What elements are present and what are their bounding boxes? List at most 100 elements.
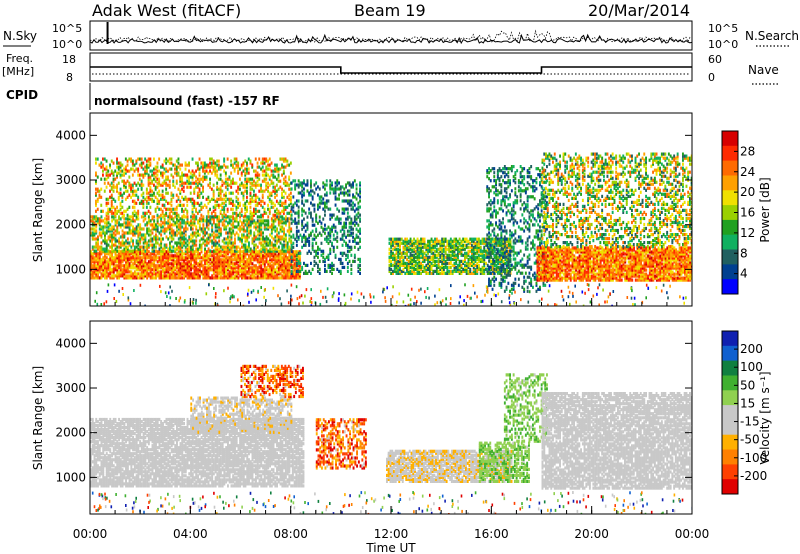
data-cell bbox=[352, 181, 354, 184]
data-cell bbox=[146, 262, 148, 265]
data-cell bbox=[188, 221, 190, 224]
data-cell bbox=[102, 174, 104, 177]
data-cell bbox=[176, 166, 178, 169]
data-cell bbox=[273, 244, 275, 247]
data-cell bbox=[216, 241, 218, 244]
data-cell bbox=[176, 276, 178, 279]
data-cell bbox=[296, 199, 298, 202]
data-cell bbox=[257, 184, 259, 187]
data-cell bbox=[229, 176, 231, 179]
data-cell bbox=[266, 223, 268, 226]
data-cell bbox=[236, 212, 238, 215]
data-cell bbox=[241, 182, 243, 185]
data-cell bbox=[190, 186, 192, 189]
data-cell bbox=[192, 208, 194, 211]
data-cell bbox=[357, 242, 359, 245]
data-cell bbox=[390, 250, 392, 253]
data-cell bbox=[185, 237, 187, 240]
data-cell bbox=[122, 250, 124, 253]
data-cell bbox=[213, 231, 215, 234]
data-cell bbox=[157, 182, 159, 185]
data-cell bbox=[436, 238, 438, 241]
data-cell bbox=[401, 238, 403, 241]
data-cell bbox=[151, 170, 153, 173]
data-cell bbox=[246, 215, 248, 218]
data-cell bbox=[157, 178, 159, 181]
data-cell bbox=[144, 250, 146, 253]
data-cell bbox=[218, 198, 220, 201]
data-cell bbox=[438, 240, 440, 243]
data-cell bbox=[448, 254, 450, 257]
data-cell bbox=[234, 250, 236, 253]
data-cell bbox=[164, 168, 166, 171]
data-cell bbox=[343, 230, 345, 233]
data-cell bbox=[185, 168, 187, 171]
data-cell bbox=[114, 208, 116, 211]
data-cell bbox=[246, 258, 248, 261]
data-cell bbox=[136, 246, 138, 249]
data-cell bbox=[160, 166, 162, 169]
data-cell bbox=[107, 170, 109, 173]
data-cell bbox=[264, 174, 266, 177]
data-cell bbox=[190, 192, 192, 195]
data-cell bbox=[188, 198, 190, 201]
data-cell bbox=[134, 214, 136, 217]
data-cell bbox=[350, 199, 352, 202]
data-cell bbox=[195, 266, 197, 269]
data-cell bbox=[187, 239, 189, 242]
data-cell bbox=[243, 170, 245, 173]
data-cell bbox=[221, 180, 223, 183]
data-cell bbox=[185, 256, 187, 259]
data-cell bbox=[150, 244, 152, 247]
data-cell bbox=[169, 221, 171, 224]
data-cell bbox=[159, 256, 161, 259]
data-cell bbox=[137, 182, 139, 185]
data-cell bbox=[237, 162, 239, 165]
data-cell bbox=[195, 231, 197, 234]
data-cell bbox=[148, 233, 150, 236]
data-cell bbox=[143, 246, 145, 249]
data-cell bbox=[213, 210, 215, 213]
data-cell bbox=[432, 270, 434, 273]
data-cell bbox=[121, 212, 123, 215]
data-cell bbox=[260, 168, 262, 171]
data-cell bbox=[153, 215, 155, 218]
data-cell bbox=[192, 239, 194, 242]
data-cell bbox=[255, 248, 257, 251]
data-cell bbox=[329, 214, 331, 217]
data-cell bbox=[176, 225, 178, 228]
data-cell bbox=[192, 170, 194, 173]
data-cell bbox=[183, 214, 185, 217]
data-cell bbox=[406, 258, 408, 261]
data-cell bbox=[231, 231, 233, 234]
data-cell bbox=[178, 158, 180, 161]
data-cell bbox=[347, 250, 349, 253]
data-cell bbox=[329, 183, 331, 186]
data-cell bbox=[457, 246, 459, 249]
data-cell bbox=[236, 200, 238, 203]
data-cell bbox=[273, 262, 275, 265]
data-cell bbox=[200, 202, 202, 205]
data-cell bbox=[253, 208, 255, 211]
cpid-label: CPID bbox=[6, 88, 38, 102]
data-cell bbox=[144, 170, 146, 173]
data-cell bbox=[338, 181, 340, 184]
data-cell bbox=[291, 214, 293, 217]
data-cell bbox=[118, 162, 120, 165]
data-cell bbox=[417, 262, 419, 265]
data-cell bbox=[258, 202, 260, 205]
data-cell bbox=[108, 221, 110, 224]
data-cell bbox=[139, 178, 141, 181]
data-cell bbox=[312, 195, 314, 198]
data-cell bbox=[195, 162, 197, 165]
data-cell bbox=[142, 184, 144, 187]
data-cell bbox=[94, 221, 96, 224]
data-cell bbox=[299, 191, 301, 194]
data-cell bbox=[338, 187, 340, 190]
data-cell bbox=[186, 210, 188, 213]
data-cell bbox=[340, 270, 342, 273]
data-cell bbox=[215, 274, 217, 277]
data-cell bbox=[290, 227, 292, 230]
data-cell bbox=[139, 202, 141, 205]
data-cell bbox=[230, 202, 232, 205]
